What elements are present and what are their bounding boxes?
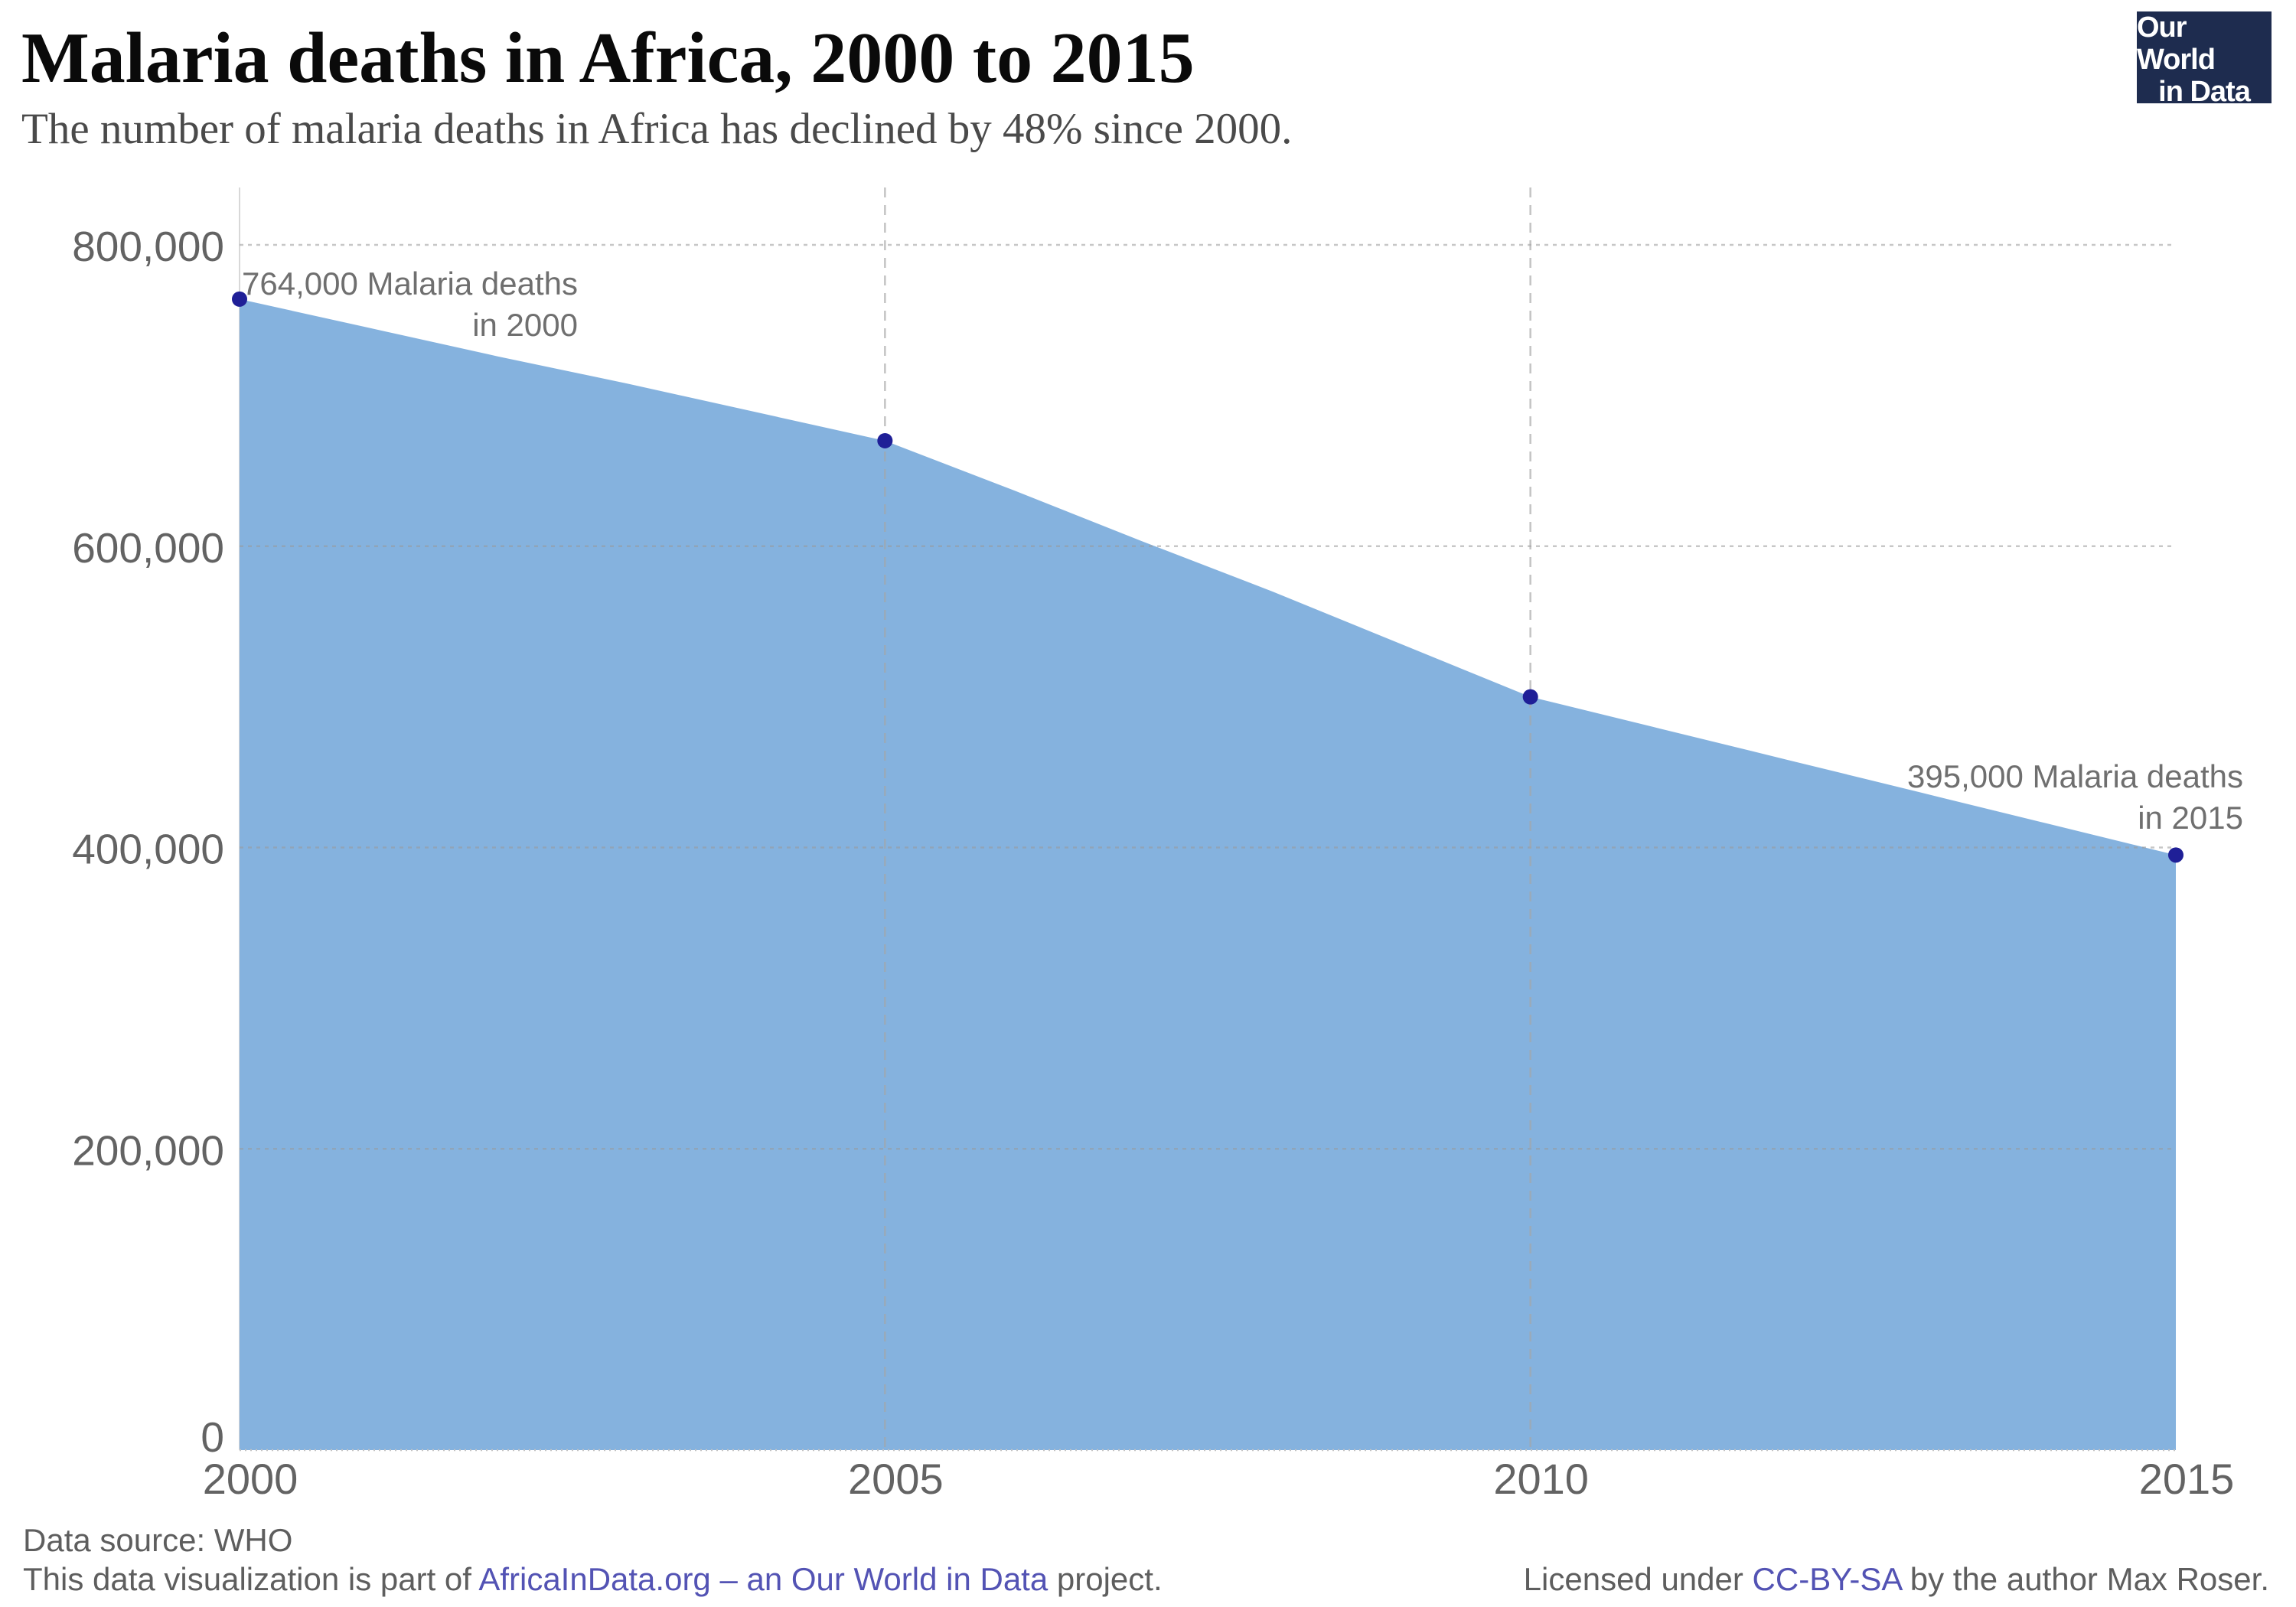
annotation-line: 395,000 Malaria deaths: [1907, 758, 2243, 794]
attribution-link[interactable]: AfricaInData.org – an Our World in Data: [478, 1561, 1049, 1597]
data-source-note: Data source: WHO: [23, 1522, 293, 1558]
license-prefix: Licensed under: [1523, 1561, 1753, 1597]
annotation-line: 764,000 Malaria deaths: [242, 266, 578, 302]
attribution-suffix: project.: [1048, 1561, 1163, 1597]
x-tick-label: 2005: [848, 1455, 944, 1503]
attribution-note: This data visualization is part of Afric…: [23, 1561, 1163, 1598]
y-tick-label: 200,000: [72, 1126, 224, 1174]
data-point-2000: [232, 291, 247, 307]
page-title: Malaria deaths in Africa, 2000 to 2015: [21, 18, 1195, 98]
attribution-prefix: This data visualization is part of: [23, 1561, 479, 1597]
annotation-line: in 2000: [472, 307, 578, 343]
owid-logo-line1: Our World: [2137, 11, 2216, 76]
y-tick-label: 0: [201, 1413, 224, 1461]
x-tick-label: 2010: [1493, 1455, 1589, 1503]
data-point-2005: [877, 432, 893, 448]
owid-logo-line2: in Data: [2158, 76, 2251, 108]
y-tick-label: 400,000: [72, 826, 224, 873]
license-note: Licensed under CC-BY-SA by the author Ma…: [1524, 1561, 2269, 1598]
data-point-2015: [2168, 847, 2183, 863]
y-tick-label: 800,000: [72, 223, 224, 270]
point-annotation: 764,000 Malaria deaths in 2000: [242, 263, 578, 346]
x-tick-label: 2000: [203, 1455, 298, 1503]
page-subtitle: The number of malaria deaths in Africa h…: [21, 105, 1293, 153]
point-annotation: 395,000 Malaria deaths in 2015: [1907, 756, 2243, 839]
owid-logo-text: Our World in Data: [2137, 11, 2272, 108]
y-tick-label: 600,000: [72, 524, 224, 572]
area-fill: [240, 298, 2176, 1450]
annotation-line: in 2015: [2138, 800, 2243, 836]
license-link[interactable]: CC-BY-SA: [1752, 1561, 1902, 1597]
license-suffix: by the author Max Roser.: [1901, 1561, 2269, 1597]
owid-logo: Our World in Data: [2137, 11, 2272, 108]
x-tick-label: 2015: [2139, 1455, 2235, 1503]
data-point-2010: [1522, 689, 1538, 705]
